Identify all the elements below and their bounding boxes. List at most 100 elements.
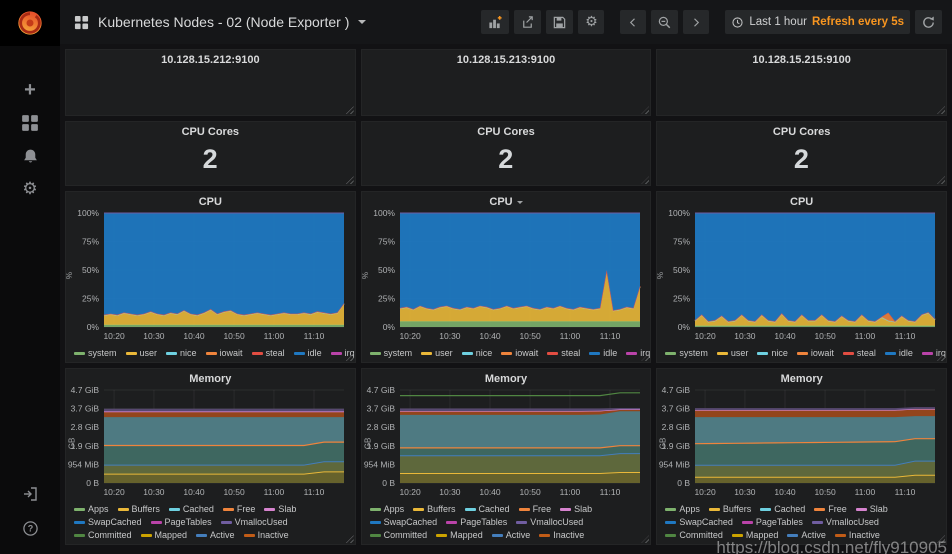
panel-resize-handle[interactable]: [345, 176, 354, 184]
panel-menu-caret-icon[interactable]: [516, 201, 523, 204]
panel-title[interactable]: 10.128.15.212:9100: [66, 50, 355, 67]
refresh-button[interactable]: [915, 10, 942, 34]
legend-item-nice[interactable]: nice: [166, 347, 197, 359]
legend-item-free[interactable]: Free: [518, 503, 551, 515]
legend-item-steal[interactable]: steal: [251, 347, 285, 359]
legend-item-system[interactable]: system: [74, 347, 117, 359]
legend-item-apps[interactable]: Apps: [369, 503, 404, 515]
legend-item-vmallocused[interactable]: VmallocUsed: [811, 516, 879, 528]
legend-item-slab[interactable]: Slab: [855, 503, 888, 515]
legend-item-iowait[interactable]: iowait: [796, 347, 834, 359]
legend-item-inactive[interactable]: Inactive: [834, 529, 880, 541]
memory-chart[interactable]: 10:20 10:30 10:40 10:50 11:00 11:10 0 B 954 MiB…: [659, 385, 941, 498]
legend-item-apps[interactable]: Apps: [665, 503, 700, 515]
panel-resize-handle[interactable]: [345, 106, 354, 114]
sidebar-add-button[interactable]: +: [13, 78, 47, 102]
panel-resize-handle[interactable]: [345, 535, 354, 543]
panel-title[interactable]: Memory: [362, 369, 651, 386]
cpu-chart[interactable]: 10:20 10:30 10:40 10:50 11:00 11:10 0% 25% 50% 75…: [364, 208, 646, 342]
legend-item-apps[interactable]: Apps: [74, 503, 109, 515]
add-panel-button[interactable]: [481, 10, 510, 34]
legend-item-buffers[interactable]: Buffers: [413, 503, 456, 515]
legend-item-idle[interactable]: idle: [589, 347, 617, 359]
panel-title[interactable]: CPU: [657, 192, 946, 209]
cpu-chart[interactable]: 10:20 10:30 10:40 10:50 11:00 11:10 0% 25% 50% 75…: [68, 208, 350, 342]
legend-item-slab[interactable]: Slab: [264, 503, 296, 515]
save-button[interactable]: [546, 10, 574, 34]
legend-item-cached[interactable]: Cached: [168, 503, 214, 515]
panel-title[interactable]: CPU: [66, 192, 355, 209]
legend-item-irq[interactable]: irq: [626, 347, 650, 359]
zoom-out-button[interactable]: [651, 10, 679, 34]
legend-item-irq[interactable]: irq: [921, 347, 946, 359]
legend-item-steal[interactable]: steal: [547, 347, 580, 359]
cpu-chart[interactable]: 10:20 10:30 10:40 10:50 11:00 11:10 0% 25% 50% 75…: [659, 208, 941, 342]
memory-chart[interactable]: 10:20 10:30 10:40 10:50 11:00 11:10 0 B 954 MiB…: [68, 385, 350, 498]
panel-title[interactable]: CPU Cores: [362, 122, 651, 139]
panel-resize-handle[interactable]: [641, 106, 650, 114]
legend-item-pagetables[interactable]: PageTables: [150, 516, 212, 528]
legend-item-committed[interactable]: Committed: [74, 529, 132, 541]
dashboard-title[interactable]: Kubernetes Nodes - 02 (Node Exporter ): [98, 14, 350, 30]
legend-item-system[interactable]: system: [369, 347, 412, 359]
legend-item-swapcached[interactable]: SwapCached: [665, 516, 733, 528]
time-back-button[interactable]: [620, 10, 647, 34]
legend-item-mapped[interactable]: Mapped: [140, 529, 187, 541]
panel-resize-handle[interactable]: [641, 535, 650, 543]
legend-item-pagetables[interactable]: PageTables: [446, 516, 507, 528]
legend-item-iowait[interactable]: iowait: [501, 347, 538, 359]
legend-item-buffers[interactable]: Buffers: [708, 503, 751, 515]
legend-item-steal[interactable]: steal: [842, 347, 876, 359]
memory-chart[interactable]: 10:20 10:30 10:40 10:50 11:00 11:10 0 B 954 MiB…: [363, 385, 646, 498]
share-button[interactable]: [514, 10, 542, 34]
legend-item-swapcached[interactable]: SwapCached: [74, 516, 142, 528]
dashboard-settings-button[interactable]: ⚙: [578, 10, 605, 34]
legend-item-free[interactable]: Free: [222, 503, 255, 515]
legend-item-inactive[interactable]: Inactive: [539, 529, 584, 541]
panel-title[interactable]: 10.128.15.215:9100: [657, 50, 946, 67]
legend-item-system[interactable]: system: [665, 347, 708, 359]
legend-item-mapped[interactable]: Mapped: [436, 529, 483, 541]
panel-title[interactable]: CPU Cores: [66, 122, 355, 139]
legend-item-active[interactable]: Active: [491, 529, 530, 541]
sidebar-signin-button[interactable]: [13, 482, 47, 506]
legend-item-nice[interactable]: nice: [757, 347, 788, 359]
sidebar-alerting-button[interactable]: [13, 144, 47, 168]
sidebar-help-button[interactable]: ?: [13, 516, 47, 540]
panel-title[interactable]: CPU Cores: [657, 122, 946, 139]
legend-item-user[interactable]: user: [716, 347, 748, 359]
legend-item-user[interactable]: user: [125, 347, 157, 359]
panel-title[interactable]: Memory: [66, 369, 355, 386]
legend-item-vmallocused[interactable]: VmallocUsed: [516, 516, 583, 528]
panel-resize-handle[interactable]: [936, 535, 945, 543]
panel-resize-handle[interactable]: [936, 106, 945, 114]
sidebar-dashboards-button[interactable]: [13, 111, 47, 135]
chevron-down-icon[interactable]: [358, 20, 367, 24]
legend-item-cached[interactable]: Cached: [760, 503, 805, 515]
panel-resize-handle[interactable]: [936, 176, 945, 184]
panel-title[interactable]: CPU: [362, 192, 651, 209]
legend-item-inactive[interactable]: Inactive: [243, 529, 289, 541]
time-picker-button[interactable]: Last 1 hour Refresh every 5s: [725, 10, 910, 34]
legend-item-idle[interactable]: idle: [884, 347, 913, 359]
legend-item-irq[interactable]: irq: [330, 347, 355, 359]
legend-item-swapcached[interactable]: SwapCached: [369, 516, 437, 528]
legend-item-user[interactable]: user: [421, 347, 453, 359]
sidebar-configuration-button[interactable]: ⚙: [13, 177, 47, 201]
panel-resize-handle[interactable]: [345, 353, 354, 361]
legend-item-iowait[interactable]: iowait: [205, 347, 243, 359]
legend-item-pagetables[interactable]: PageTables: [741, 516, 803, 528]
legend-item-free[interactable]: Free: [814, 503, 847, 515]
time-forward-button[interactable]: [683, 10, 710, 34]
legend-item-cached[interactable]: Cached: [464, 503, 510, 515]
legend-item-slab[interactable]: Slab: [560, 503, 592, 515]
legend-item-committed[interactable]: Committed: [665, 529, 723, 541]
panel-resize-handle[interactable]: [936, 353, 945, 361]
legend-item-idle[interactable]: idle: [293, 347, 322, 359]
legend-item-buffers[interactable]: Buffers: [117, 503, 160, 515]
legend-item-vmallocused[interactable]: VmallocUsed: [220, 516, 288, 528]
legend-item-committed[interactable]: Committed: [369, 529, 427, 541]
grafana-logo[interactable]: [0, 0, 60, 46]
panel-resize-handle[interactable]: [641, 353, 650, 361]
panel-title[interactable]: Memory: [657, 369, 946, 386]
